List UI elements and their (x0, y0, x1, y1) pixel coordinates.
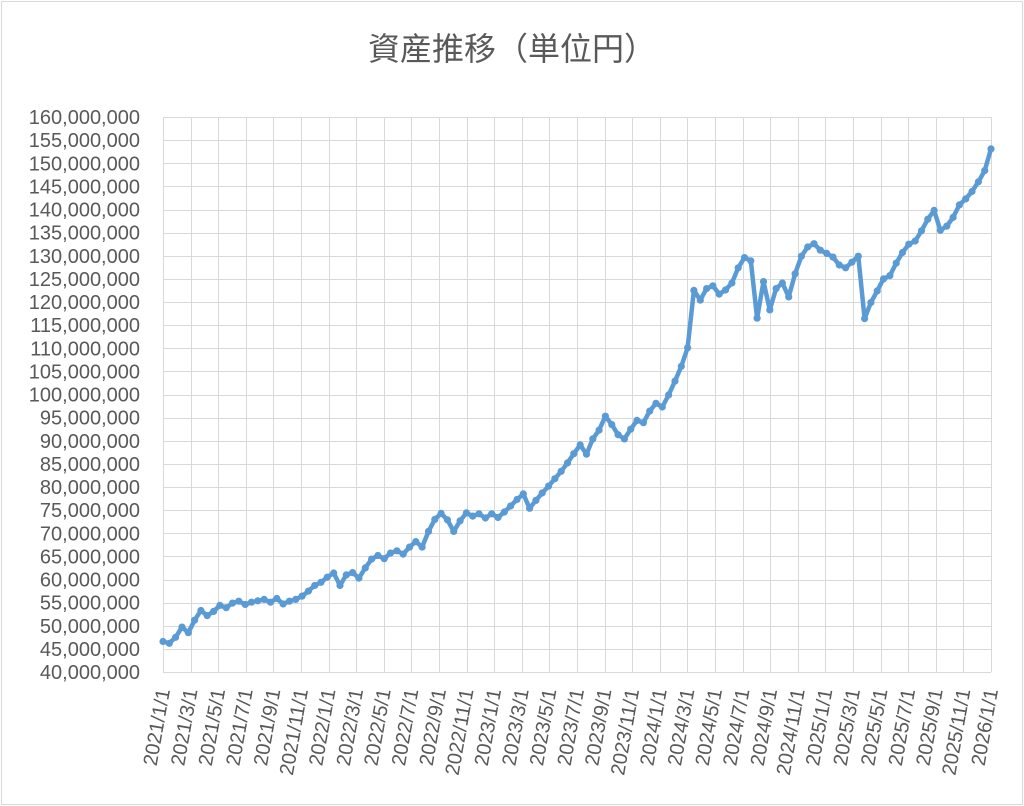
svg-text:80,000,000: 80,000,000 (40, 477, 140, 499)
svg-text:145,000,000: 145,000,000 (29, 176, 140, 198)
svg-text:105,000,000: 105,000,000 (29, 361, 140, 383)
svg-text:50,000,000: 50,000,000 (40, 616, 140, 638)
svg-text:100,000,000: 100,000,000 (29, 385, 140, 407)
svg-text:55,000,000: 55,000,000 (40, 593, 140, 615)
svg-text:125,000,000: 125,000,000 (29, 269, 140, 291)
svg-text:120,000,000: 120,000,000 (29, 292, 140, 314)
svg-text:95,000,000: 95,000,000 (40, 408, 140, 430)
svg-text:75,000,000: 75,000,000 (40, 500, 140, 522)
svg-text:115,000,000: 115,000,000 (30, 315, 140, 337)
svg-text:155,000,000: 155,000,000 (29, 130, 140, 152)
x-axis-labels: 2021/1/12021/3/12021/5/12021/7/12021/9/1… (140, 687, 1003, 777)
svg-text:85,000,000: 85,000,000 (40, 454, 140, 476)
svg-text:130,000,000: 130,000,000 (29, 246, 140, 268)
svg-text:135,000,000: 135,000,000 (29, 223, 140, 245)
svg-text:110,000,000: 110,000,000 (30, 338, 140, 360)
svg-text:90,000,000: 90,000,000 (40, 431, 140, 453)
svg-text:160,000,000: 160,000,000 (29, 107, 140, 129)
chart-title: 資産推移（単位円） (367, 31, 656, 67)
svg-text:65,000,000: 65,000,000 (40, 546, 140, 568)
gridlines (163, 117, 992, 673)
svg-text:140,000,000: 140,000,000 (29, 200, 140, 222)
svg-text:40,000,000: 40,000,000 (40, 662, 140, 684)
svg-text:70,000,000: 70,000,000 (40, 523, 140, 545)
data-point-markers (159, 145, 995, 647)
svg-text:150,000,000: 150,000,000 (29, 153, 140, 175)
svg-text:60,000,000: 60,000,000 (40, 570, 140, 592)
svg-text:45,000,000: 45,000,000 (40, 639, 140, 661)
y-axis-labels: 160,000,000155,000,000150,000,000145,000… (29, 107, 140, 684)
